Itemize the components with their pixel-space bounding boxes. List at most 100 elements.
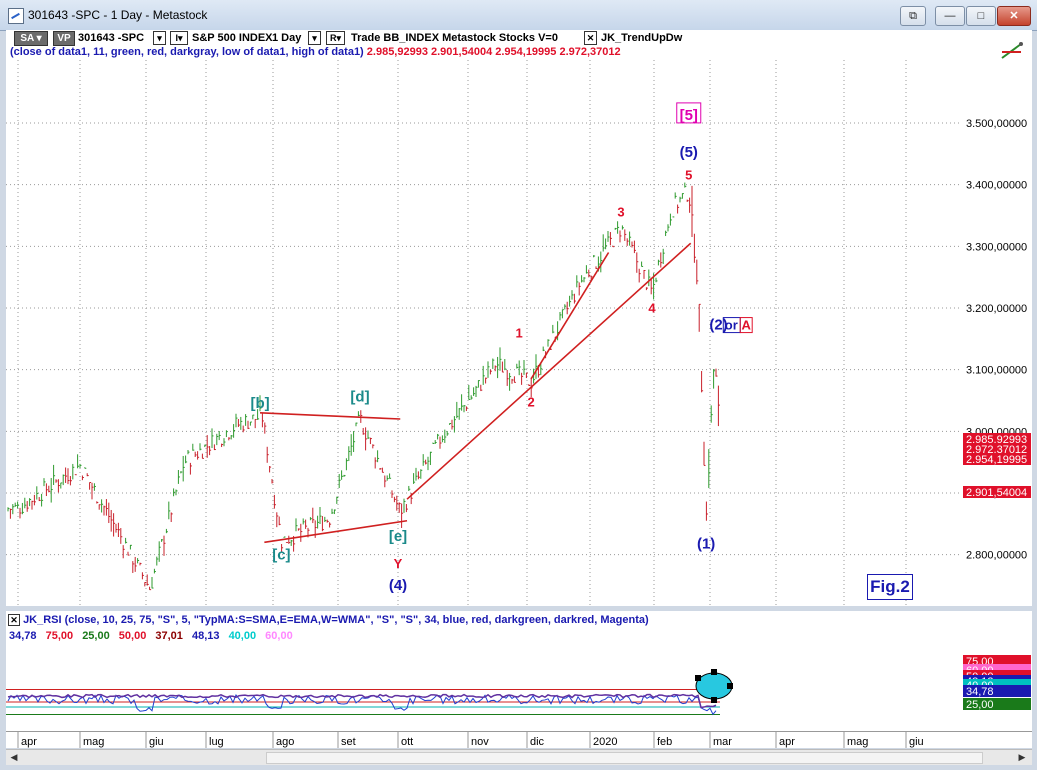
price-tick-label: 3.100,00000 xyxy=(966,365,1027,377)
instrument-dropdown[interactable]: I▾ xyxy=(170,31,188,45)
period-dropdown[interactable]: ▾ xyxy=(308,31,321,45)
price-marker xyxy=(963,453,1031,465)
time-tick-label: apr xyxy=(779,736,795,748)
wave-label: [c] xyxy=(272,547,290,564)
time-tick-label: ago xyxy=(276,736,294,748)
symbol-dropdown[interactable]: ▾ xyxy=(153,31,166,45)
wave-label: (4) xyxy=(389,577,407,594)
rsi-handle xyxy=(695,675,701,681)
time-tick-label: mag xyxy=(847,736,868,748)
instrument-name: S&P 500 INDEX xyxy=(192,32,273,44)
price-marker xyxy=(963,433,1031,445)
wave-label: 4 xyxy=(648,300,656,315)
rsi-value: 75,00 xyxy=(45,630,77,642)
scroll-right-arrow-icon[interactable]: ▶ xyxy=(1018,752,1026,762)
trend-line xyxy=(259,412,401,420)
wave-label: (5) xyxy=(680,144,698,161)
window-title: 301643 -SPC - 1 Day - Metastock xyxy=(28,8,208,22)
rsi-values: 34,78 75,00 25,00 50,00 37,01 48,13 40,0… xyxy=(9,630,299,642)
rsi-value: 25,00 xyxy=(82,630,113,642)
wave-label: [b] xyxy=(250,395,269,412)
five-box xyxy=(676,102,702,124)
rsi-axis-label: 34,78 xyxy=(966,686,994,698)
instrument-dropdown-label: I xyxy=(175,33,178,43)
rsi-axis-label: 25,00 xyxy=(966,699,994,711)
time-tick-label: nov xyxy=(471,736,489,748)
fig-label: Fig.2 xyxy=(867,574,913,600)
r-dropdown-label: R xyxy=(329,33,337,43)
price-tick-label: 3.400,00000 xyxy=(966,180,1027,192)
price-chart-panel xyxy=(6,60,960,606)
rsi-average-line xyxy=(7,693,717,709)
rsi-header: ✕ JK_RSI (close, 10, 25, 75, "S", 5, "Ty… xyxy=(8,614,649,626)
rsi-value: 34,78 xyxy=(9,630,40,642)
rsi-axis-marker xyxy=(963,685,1031,697)
price-tick-label: 3.300,00000 xyxy=(966,241,1027,253)
data-source-text: Trade BB_INDEX Metastock Stocks V=0 xyxy=(351,32,558,44)
trend-lines-icon[interactable] xyxy=(1001,42,1023,59)
wave-label: (1) xyxy=(697,536,715,553)
trend-indicator-close-box[interactable]: ✕ xyxy=(584,31,597,45)
price-tick-label: 3.500,00000 xyxy=(966,118,1027,130)
wave-label: 1 xyxy=(516,326,523,341)
time-tick-label: giu xyxy=(909,736,924,748)
wave-label: 2 xyxy=(527,395,534,410)
symbol-label: 301643 -SPC xyxy=(78,32,145,44)
maximize-button[interactable]: □ xyxy=(966,6,996,26)
wave-label: A xyxy=(741,318,751,333)
time-tick-label: feb xyxy=(657,736,672,748)
restore-down-button[interactable]: ⧉ xyxy=(900,6,926,26)
wave-label: 5 xyxy=(685,168,692,183)
rsi-panel xyxy=(6,611,960,731)
vp-button[interactable]: VP xyxy=(53,31,75,46)
rsi-value: 48,13 xyxy=(191,630,223,642)
time-tick-label: mag xyxy=(83,736,104,748)
scrollbar-thumb[interactable] xyxy=(266,752,983,764)
rsi-value: 37,01 xyxy=(155,630,186,642)
wave-label: or xyxy=(725,318,738,333)
rsi-handle xyxy=(711,697,717,703)
horizontal-scrollbar[interactable]: ◀ ▶ xyxy=(6,749,1032,765)
sa-label: SA xyxy=(20,33,34,44)
time-tick-label: lug xyxy=(209,736,224,748)
trend-line xyxy=(530,252,610,380)
rsi-value: 60,00 xyxy=(265,630,293,642)
rsi-handle xyxy=(727,683,733,689)
data-legend: (close of data1, 11, green, red, darkgra… xyxy=(10,46,621,58)
rsi-formula: JK_RSI (close, 10, 25, 75, "S", 5, "TypM… xyxy=(23,614,649,626)
chart-toolbar: SA ▾ VP 301643 -SPC ▾ I▾ S&P 500 INDEX 1… xyxy=(6,30,960,60)
rsi-close-box[interactable]: ✕ xyxy=(8,614,20,626)
price-axis-labels: 3.500,00000 3.400,00000 3.300,00000 3.200,0… xyxy=(963,118,1031,562)
wave-label: Y xyxy=(394,556,403,571)
price-tick-label: 2.800,00000 xyxy=(966,550,1027,562)
r-dropdown[interactable]: R▾ xyxy=(326,31,345,45)
rsi-axis-marker xyxy=(963,698,1031,710)
time-tick-label: 2020 xyxy=(593,736,617,748)
trend-lines xyxy=(259,242,692,544)
price-tick-label: 3.200,00000 xyxy=(966,303,1027,315)
wave-label: [e] xyxy=(389,528,407,545)
price-grid xyxy=(6,60,960,606)
legend-formula: (close of data1, 11, green, red, darkgra… xyxy=(10,46,364,58)
minimize-button[interactable]: — xyxy=(935,6,965,26)
time-tick-label: apr xyxy=(21,736,37,748)
legend-values: 2.985,92993 2.901,54004 2.954,19995 2.97… xyxy=(366,46,621,58)
rsi-handle xyxy=(711,669,717,675)
trend-indicator-name: JK_TrendUpDw xyxy=(601,32,683,44)
title-bar: 301643 -SPC - 1 Day - Metastock ⧉ — □ ✕ xyxy=(0,0,1037,31)
wave-label: [5] xyxy=(680,107,698,124)
time-tick-label: dic xyxy=(530,736,545,748)
scroll-left-arrow-icon[interactable]: ◀ xyxy=(10,752,18,762)
close-button[interactable]: ✕ xyxy=(997,6,1031,26)
rsi-value: 40,00 xyxy=(228,630,260,642)
sa-dropdown[interactable]: SA ▾ xyxy=(14,31,48,46)
wave-label: 3 xyxy=(617,205,624,220)
a-box xyxy=(739,317,753,334)
price-bars xyxy=(7,182,720,591)
trend-line xyxy=(406,242,692,500)
time-tick-label: giu xyxy=(149,736,164,748)
